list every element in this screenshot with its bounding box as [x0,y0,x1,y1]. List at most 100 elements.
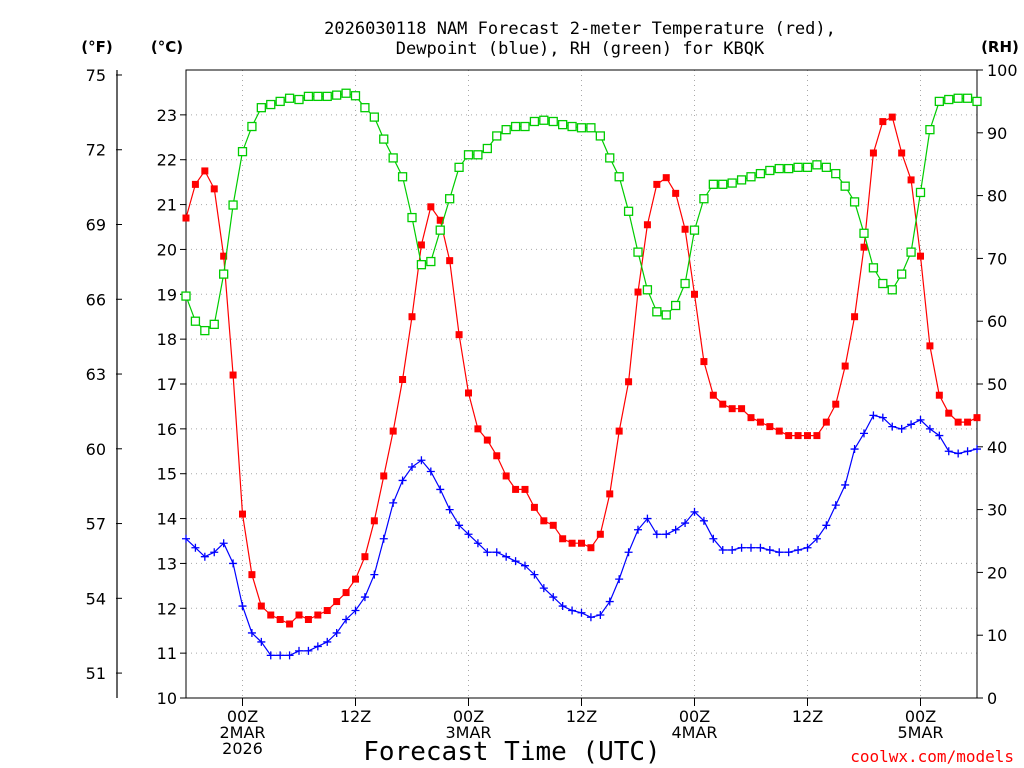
dewpoint-point [878,413,887,422]
x-tick-label: 2MAR [219,723,265,742]
temperature-point [267,611,275,619]
rh-point [897,269,907,279]
rh-point [859,228,869,238]
dewpoint-point [634,525,642,534]
rh-tick-label: 90 [987,124,1007,143]
data-series [181,88,982,660]
rh-tick-label: 50 [987,375,1007,394]
celsius-tick-label: 19 [157,285,177,304]
rh-point [793,162,803,172]
rh-point [708,179,718,189]
temperature-point [785,432,793,440]
temperature-point [935,391,943,399]
fahrenheit-tick-label: 66 [86,290,106,309]
rh-point [303,91,314,102]
rh-point [567,121,577,132]
rh-point [247,121,257,132]
temperature-point [653,180,661,188]
temperature-point [643,221,651,229]
rh-point [623,206,634,216]
temperature-point [559,535,567,543]
temperature-point [766,423,774,431]
dewpoint-point [182,534,190,543]
temperature-point [182,214,190,222]
dewpoint-point [351,606,360,615]
dewpoint-point [652,530,661,539]
rh-point [228,200,238,210]
dewpoint-point [483,548,492,557]
dewpoint-point [624,548,633,557]
rh-point [689,225,700,235]
dewpoint-point [285,651,294,660]
rh-point [765,165,775,176]
temperature-point [728,405,736,413]
temperature-point [352,575,359,583]
dewpoint-point [794,545,803,554]
dewpoint-point [916,415,925,424]
temperature-point [672,189,680,197]
dewpoint-point [596,611,605,620]
rh-tick-label: 40 [987,438,1007,457]
temperature-point [775,427,783,435]
dewpoint-point [860,429,868,438]
dewpoint-point [784,548,793,557]
dewpoint-point [304,646,313,655]
rh-tick-label: 60 [987,312,1007,331]
temperature-point [691,290,698,298]
temperature-point [822,418,830,426]
rh-point [510,121,521,132]
celsius-tick-label: 18 [157,330,177,349]
rh-point [397,172,408,182]
chart-title-line-1: 2026030118 NAM Forecast 2-meter Temperat… [324,19,836,39]
rh-point [388,153,398,163]
dewpoint-point [360,593,369,602]
fahrenheit-tick-label: 75 [86,66,106,85]
dewpoint-point [539,584,548,593]
temperature-point [314,611,322,619]
dewpoint-point [417,456,426,465]
grid-lines [186,70,977,699]
temperature-point [342,589,350,597]
temperature-point [681,225,689,233]
x-tick-label: 00Z [227,707,258,726]
temperature-point [945,409,953,417]
dewpoint-point [577,608,586,617]
celsius-tick-label: 23 [157,106,177,125]
rh-point [379,134,389,144]
dewpoint-point [492,548,501,557]
fahrenheit-unit-label: (°F) [81,38,112,56]
dewpoint-point [511,557,520,566]
temperature-point [832,400,840,408]
dewpoint-point [332,628,341,637]
rh-point [492,131,502,141]
dewpoint-point [869,411,878,420]
fahrenheit-tick-label: 57 [86,515,106,534]
dewpoint-point [775,548,784,557]
rh-point [294,94,304,105]
dewpoint-point [907,420,916,429]
dewpoint-point [408,462,416,471]
temperature-point [625,378,633,386]
rh-point [680,278,690,289]
dewpoint-point [925,424,934,433]
rh-point [934,96,944,107]
fahrenheit-tick-label: 54 [86,589,106,608]
rh-unit-label: (RH) [981,38,1019,56]
temperature-point [229,371,237,379]
rh-point [275,96,285,107]
dewpoint-point [445,505,454,514]
temperature-point [888,113,896,121]
temperature-point [446,257,454,265]
temperature-point [738,405,746,413]
dewpoint-point [643,514,652,523]
temperature-point [898,149,906,157]
rh-point [548,116,558,127]
celsius-tick-label: 15 [157,465,177,484]
temperature-point [239,510,246,518]
rh-point [284,93,295,103]
temperature-point [427,203,435,211]
temperature-point [954,418,962,426]
rh-tick-label: 20 [987,563,1007,582]
temperature-point [408,313,416,321]
